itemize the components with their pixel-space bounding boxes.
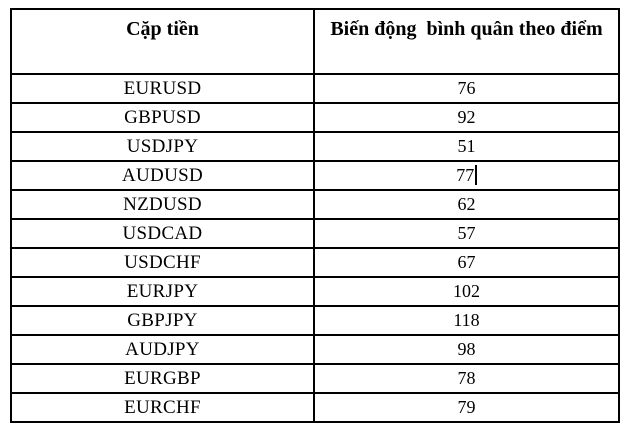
value-cell[interactable]: 78 xyxy=(313,363,620,394)
value-cell[interactable]: 98 xyxy=(313,334,620,365)
pair-cell[interactable]: AUDUSD xyxy=(10,160,315,191)
pair-cell[interactable]: USDJPY xyxy=(10,131,315,162)
pair-cell[interactable]: EURUSD xyxy=(10,73,315,104)
value-cell[interactable]: 92 xyxy=(313,102,620,133)
value-cell[interactable]: 77 xyxy=(313,160,620,191)
table-row: EURJPY 102 xyxy=(10,276,620,307)
table-row: USDCHF 67 xyxy=(10,247,620,278)
value-cell[interactable]: 57 xyxy=(313,218,620,249)
header-pair[interactable]: Cặp tiền xyxy=(10,8,315,75)
table-row: GBPUSD 92 xyxy=(10,102,620,133)
pair-cell[interactable]: USDCHF xyxy=(10,247,315,278)
table-row: AUDUSD 77 xyxy=(10,160,620,191)
table-row: EURCHF 79 xyxy=(10,392,620,423)
value-cell[interactable]: 76 xyxy=(313,73,620,104)
table-row: AUDJPY 98 xyxy=(10,334,620,365)
pair-cell[interactable]: EURCHF xyxy=(10,392,315,423)
table-header-row: Cặp tiền Biến động bình quân theo điểm xyxy=(10,8,620,75)
pair-cell[interactable]: GBPUSD xyxy=(10,102,315,133)
table-row: GBPJPY 118 xyxy=(10,305,620,336)
value-text: 77 xyxy=(456,165,475,185)
value-cell[interactable]: 51 xyxy=(313,131,620,162)
value-cell[interactable]: 62 xyxy=(313,189,620,220)
table-row: EURGBP 78 xyxy=(10,363,620,394)
table-row: NZDUSD 62 xyxy=(10,189,620,220)
pair-cell[interactable]: NZDUSD xyxy=(10,189,315,220)
table-row: USDJPY 51 xyxy=(10,131,620,162)
value-cell[interactable]: 79 xyxy=(313,392,620,423)
header-volatility[interactable]: Biến động bình quân theo điểm xyxy=(313,8,620,75)
text-cursor xyxy=(475,165,477,186)
table-row: USDCAD 57 xyxy=(10,218,620,249)
volatility-table: Cặp tiền Biến động bình quân theo điểm E… xyxy=(10,8,620,423)
pair-cell[interactable]: EURJPY xyxy=(10,276,315,307)
pair-cell[interactable]: USDCAD xyxy=(10,218,315,249)
table-row: EURUSD 76 xyxy=(10,73,620,104)
value-cell[interactable]: 102 xyxy=(313,276,620,307)
value-cell[interactable]: 67 xyxy=(313,247,620,278)
pair-cell[interactable]: EURGBP xyxy=(10,363,315,394)
value-cell[interactable]: 118 xyxy=(313,305,620,336)
pair-cell[interactable]: GBPJPY xyxy=(10,305,315,336)
pair-cell[interactable]: AUDJPY xyxy=(10,334,315,365)
